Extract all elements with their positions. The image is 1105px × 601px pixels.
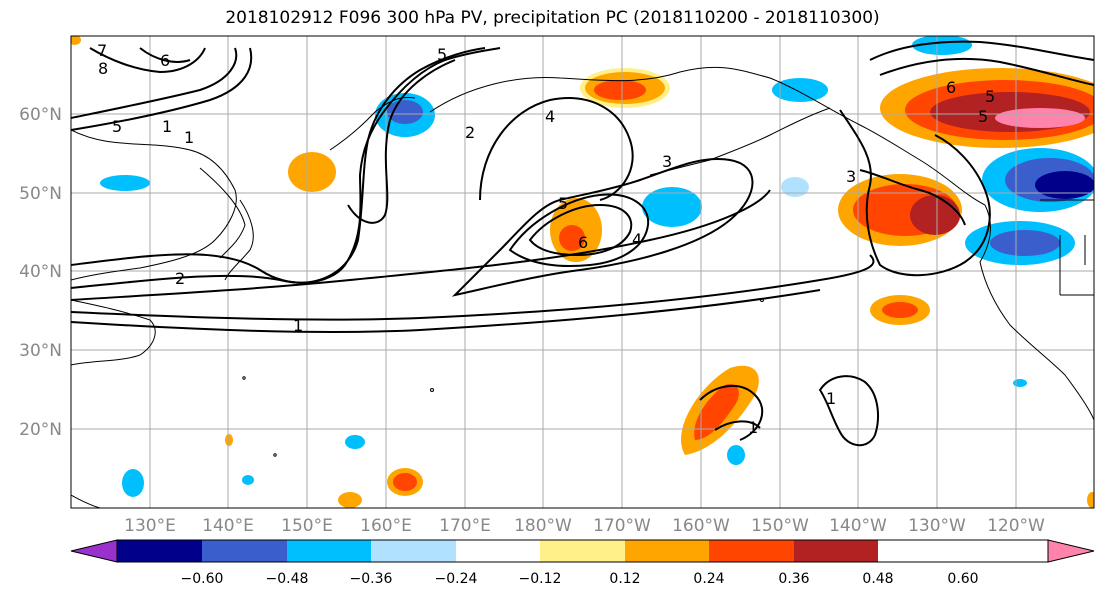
lon-label: 150°W <box>751 516 809 536</box>
colorbar: −0.60 −0.48 −0.36 −0.24 −0.12 0.12 0.24 … <box>70 539 1095 587</box>
contour-label: 5 <box>558 194 568 213</box>
contour-label: 1 <box>162 117 172 136</box>
precip-blob <box>338 492 362 508</box>
colorbar-swatch <box>202 540 287 562</box>
colorbar-tick-label: −0.36 <box>350 571 393 587</box>
precip-blob <box>345 435 365 449</box>
contour-label: 7 <box>97 41 107 60</box>
colorbar-swatch <box>625 540 709 562</box>
colorbar-tick-label: 0.48 <box>862 571 893 587</box>
precip-blob <box>882 302 918 318</box>
precip-blob <box>559 225 585 251</box>
colorbar-swatch <box>287 540 371 562</box>
precip-blob <box>642 187 702 227</box>
precip-blob <box>1013 379 1027 387</box>
precip-blob <box>727 445 745 465</box>
contour-label: 8 <box>98 59 108 78</box>
lon-label: 130°W <box>908 516 966 536</box>
lon-label: 170°E <box>439 516 491 536</box>
contour-label: 1 <box>748 418 758 437</box>
precip-blob <box>772 78 828 102</box>
gridlines <box>71 36 1094 508</box>
colorbar-swatch <box>117 540 202 562</box>
precip-blob <box>71 36 81 45</box>
colorbar-swatch <box>540 540 625 562</box>
lon-label: 160°E <box>360 516 412 536</box>
pv-contours <box>71 40 1094 447</box>
contour-label: 1 <box>184 128 194 147</box>
precip-blob <box>122 469 144 497</box>
precip-blob <box>1087 492 1094 508</box>
contour-labels: 7 8 6 5 1 1 2 5 4 3 5 6 4 2 1 1 1 3 6 5 … <box>97 41 995 437</box>
precip-blob <box>781 177 809 197</box>
colorbar-swatches <box>117 540 878 562</box>
colorbar-tick-label: −0.12 <box>519 571 562 587</box>
lat-labels: 60°N 50°N 40°N 30°N 20°N <box>19 105 62 440</box>
colorbar-tick-label: 0.60 <box>947 571 978 587</box>
colorbar-tick-label: 0.24 <box>693 571 724 587</box>
colorbar-ticks: −0.60 −0.48 −0.36 −0.24 −0.12 0.12 0.24 … <box>181 571 979 587</box>
precip-blob <box>393 473 417 491</box>
precip-blob <box>100 175 150 191</box>
contour-label: 5 <box>978 107 988 126</box>
map-frame <box>70 35 1095 509</box>
colorbar-tick-label: 0.12 <box>609 571 640 587</box>
lon-label: 140°E <box>202 516 254 536</box>
colorbar-tick-label: −0.24 <box>435 571 478 587</box>
lat-label: 40°N <box>19 262 62 282</box>
contour-label: 1 <box>826 389 836 408</box>
colorbar-swatch <box>456 540 540 562</box>
lon-label: 150°E <box>281 516 333 536</box>
colorbar-swatch <box>709 540 794 562</box>
contour-label: 6 <box>578 233 588 252</box>
lon-label: 130°E <box>124 516 176 536</box>
lat-label: 20°N <box>19 420 62 440</box>
precip-blob <box>594 80 646 100</box>
colorbar-tick-label: −0.60 <box>181 571 224 587</box>
contour-label: 4 <box>632 230 642 249</box>
lon-label: 160°W <box>672 516 730 536</box>
precip-blob <box>225 434 233 446</box>
lat-label: 60°N <box>19 105 62 125</box>
lat-label: 30°N <box>19 341 62 361</box>
contour-label: 6 <box>946 78 956 97</box>
lon-label: 140°W <box>829 516 887 536</box>
colorbar-frame <box>116 539 1049 563</box>
lon-label: 170°W <box>593 516 651 536</box>
colorbar-tick-label: 0.36 <box>778 571 809 587</box>
precip-blob <box>288 152 336 192</box>
contour-label: 3 <box>846 167 856 186</box>
colorbar-tick-label: −0.48 <box>266 571 309 587</box>
contour-label: 5 <box>437 45 447 64</box>
precip-blob <box>242 475 254 485</box>
precip-blob <box>694 384 739 440</box>
lon-label: 120°W <box>987 516 1045 536</box>
contour-label: 5 <box>112 117 122 136</box>
map-title: 2018102912 F096 300 hPa PV, precipitatio… <box>225 8 880 28</box>
precip-blob <box>995 108 1085 128</box>
contour-label: 5 <box>985 87 995 106</box>
lon-labels: 130°E 140°E 150°E 160°E 170°E 180°W 170°… <box>124 516 1045 536</box>
contour-label: 2 <box>465 123 475 142</box>
contour-label: 3 <box>662 152 672 171</box>
contour-label: 4 <box>545 107 555 126</box>
colorbar-extend-min <box>70 539 118 563</box>
lon-label: 180°W <box>514 516 572 536</box>
contour-label: 1 <box>293 316 303 335</box>
precip-blob <box>990 230 1060 256</box>
precip-blob <box>1035 171 1094 199</box>
colorbar-extend-max <box>1047 539 1095 563</box>
contour-label: 2 <box>175 269 185 288</box>
colorbar-swatch <box>371 540 456 562</box>
colorbar-swatch <box>794 540 878 562</box>
lat-label: 50°N <box>19 184 62 204</box>
precip-blob <box>910 195 960 235</box>
contour-label: 6 <box>160 51 170 70</box>
